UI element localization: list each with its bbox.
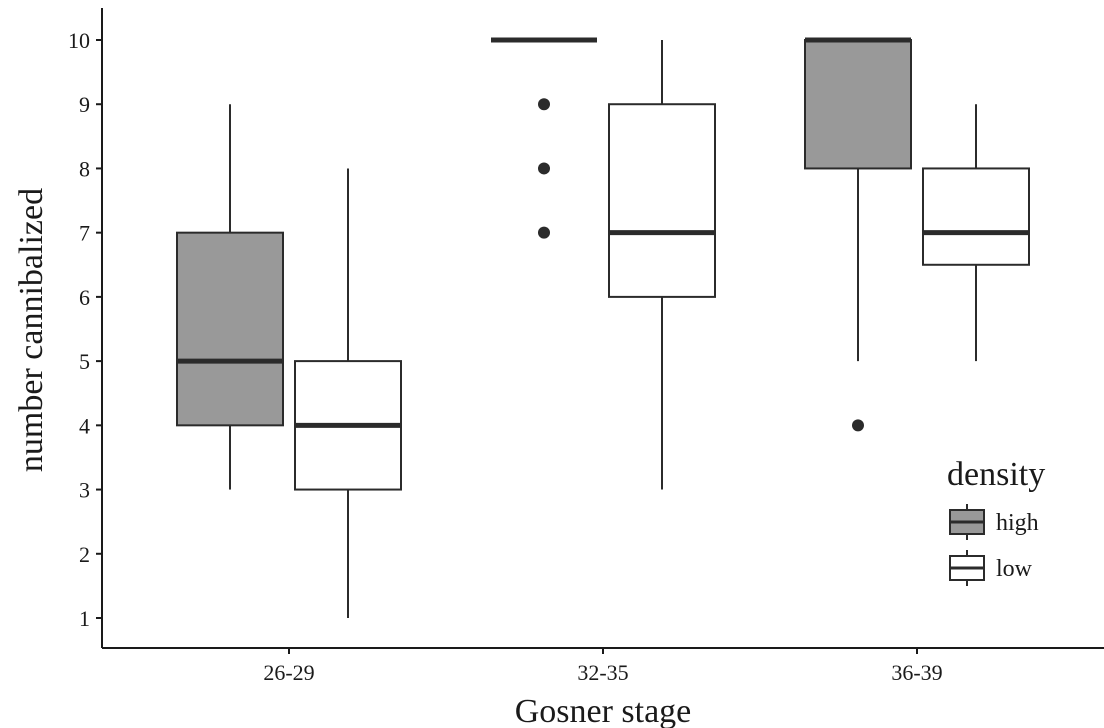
y-tick-label: 2	[79, 542, 90, 567]
y-tick-label: 10	[68, 28, 90, 53]
box-high-36-39	[804, 37, 912, 432]
outlier-point	[538, 226, 550, 239]
outlier-point	[538, 162, 550, 175]
y-tick-label: 7	[79, 221, 90, 246]
box-low-26-29	[294, 168, 402, 618]
legend-label: low	[996, 556, 1033, 582]
y-axis-title: number cannibalized	[13, 188, 50, 472]
box-body	[804, 39, 912, 170]
y-tick-label: 1	[79, 606, 90, 631]
y-tick-label: 5	[79, 349, 90, 374]
legend: density high low	[947, 456, 1045, 586]
y-tick-label: 4	[79, 413, 90, 438]
legend-title: density	[947, 456, 1045, 493]
y-tick-label: 9	[79, 92, 90, 117]
y-tick-label: 3	[79, 478, 90, 503]
x-tick-label: 36-39	[891, 660, 942, 685]
axes: 1 2 3 4 5 6 7 8 9 10 26-29 32-35 36-39	[68, 8, 1104, 685]
box-body	[608, 103, 716, 298]
legend-item-low: low	[949, 550, 1033, 586]
box-high-32-35	[491, 37, 597, 239]
box-high-26-29	[176, 104, 284, 490]
x-axis-title: Gosner stage	[515, 693, 692, 728]
box-body	[176, 231, 284, 427]
outlier-point	[852, 419, 864, 432]
y-tick-label: 6	[79, 285, 90, 310]
legend-label: high	[996, 510, 1039, 536]
x-tick-label: 32-35	[577, 660, 628, 685]
plot-area	[176, 37, 1030, 618]
legend-item-high: high	[949, 504, 1039, 540]
y-tick-label: 8	[79, 156, 90, 181]
box-low-32-35	[608, 40, 716, 490]
box-low-36-39	[922, 104, 1030, 362]
x-tick-label: 26-29	[263, 660, 314, 685]
box-body	[922, 167, 1030, 266]
outlier-point	[538, 98, 550, 111]
